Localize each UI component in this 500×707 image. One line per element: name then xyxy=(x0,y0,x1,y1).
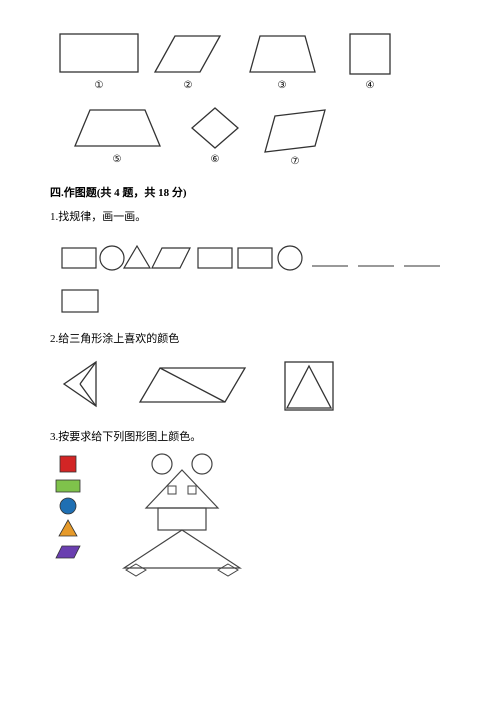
legend-rect xyxy=(56,480,80,492)
pattern-rect-4 xyxy=(62,290,98,312)
label-1: ① xyxy=(95,80,104,91)
fig-foot-right xyxy=(218,564,238,576)
fig-head-triangle xyxy=(146,470,218,508)
shape-parallelogram-7 xyxy=(265,110,325,152)
pattern-circle-1 xyxy=(100,246,124,270)
pattern-rect-2 xyxy=(198,248,232,268)
legend-triangle xyxy=(59,520,77,536)
fig-ear-right xyxy=(192,454,212,474)
shape-diamond-6 xyxy=(192,108,238,148)
q1-text: 1.找规律，画一画。 xyxy=(50,208,450,224)
shape-trapezoid-3 xyxy=(250,36,315,72)
q3-figure xyxy=(50,450,450,580)
label-5: ⑤ xyxy=(113,154,122,165)
label-2: ② xyxy=(184,80,193,91)
legend-circle xyxy=(60,498,76,514)
shape-trapezoid-5 xyxy=(75,110,160,146)
q2-tri-left-inner1 xyxy=(80,362,96,384)
shape-rectangle-1 xyxy=(60,34,138,72)
q3-composite-figure xyxy=(124,454,240,576)
legend-square xyxy=(60,456,76,472)
q1-pattern-svg xyxy=(50,238,450,278)
q2-square-triangle xyxy=(287,366,331,408)
fig-ear-left xyxy=(152,454,172,474)
q2-tri-left-inner2 xyxy=(80,384,96,406)
q2-square xyxy=(285,362,333,410)
top-shapes-row1: ① ② ③ ④ xyxy=(50,26,450,96)
q2-svg xyxy=(50,356,450,416)
fig-body-rect xyxy=(158,508,206,530)
q1-pattern-row2 xyxy=(50,284,450,320)
pattern-circle-2 xyxy=(278,246,302,270)
fig-foot-left xyxy=(126,564,146,576)
shape-square-4 xyxy=(350,34,390,74)
top-shapes-row2: ⑤ ⑥ ⑦ xyxy=(50,102,450,172)
pattern-rect-1 xyxy=(62,248,96,268)
shape-parallelogram-2 xyxy=(155,36,220,72)
label-4: ④ xyxy=(366,80,375,91)
label-3: ③ xyxy=(278,80,287,91)
worksheet-page: ① ② ③ ④ ⑤ ⑥ ⑦ 四.作图题(共 4 题，共 18 分) 1.找规律， xyxy=(0,0,500,707)
label-7: ⑦ xyxy=(291,156,300,167)
q3-svg xyxy=(50,450,350,580)
pattern-parallelogram-1 xyxy=(152,248,190,268)
q2-para-diag xyxy=(160,368,225,402)
top-shapes-row2-svg: ⑤ ⑥ ⑦ xyxy=(50,102,450,172)
label-6: ⑥ xyxy=(211,154,220,165)
fig-skirt-triangle xyxy=(124,530,240,568)
q1-pattern-row xyxy=(50,238,450,278)
pattern-triangle-1 xyxy=(124,246,150,268)
q2-shapes xyxy=(50,356,450,416)
q2-text: 2.给三角形涂上喜欢的颜色 xyxy=(50,330,450,346)
q3-text: 3.按要求给下列图形图上颜色。 xyxy=(50,428,450,444)
fig-eye-right xyxy=(188,486,196,494)
fig-eye-left xyxy=(168,486,176,494)
pattern-rect-3 xyxy=(238,248,272,268)
legend-parallelogram xyxy=(56,546,80,558)
q1-pattern-svg2 xyxy=(50,284,450,320)
top-shapes-row1-svg: ① ② ③ ④ xyxy=(50,26,450,96)
section-4-title: 四.作图题(共 4 题，共 18 分) xyxy=(50,184,450,200)
